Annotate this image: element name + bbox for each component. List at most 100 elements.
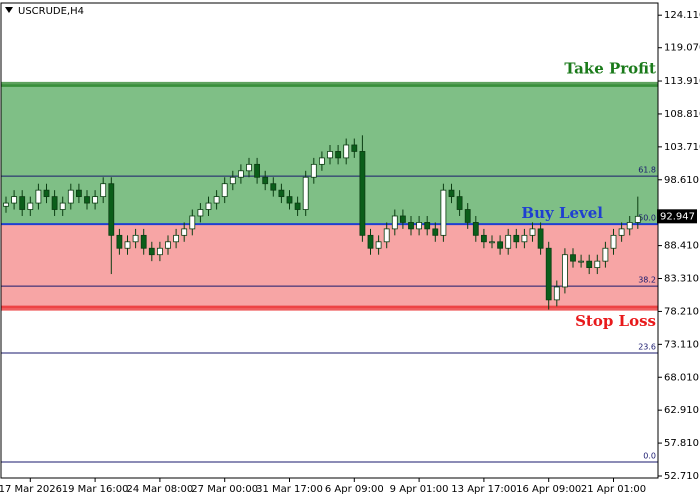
current-price-box [657,209,697,224]
candle-body [472,222,479,236]
candle-body [51,196,58,210]
candle-body [11,196,18,204]
plot-frame [0,2,659,479]
candle-body [59,202,66,210]
chart-title: USCRUDE,H4 [18,6,84,17]
candle-body [84,196,90,204]
candle-body [189,215,196,230]
candle-body [116,234,123,249]
candle-body [456,196,463,210]
candle-body [197,209,204,217]
x-tick-label: 27 Mar 00:00 [191,484,258,495]
candle-body [416,222,423,230]
title-icon [5,7,13,13]
candle-body [278,189,285,198]
fib-label: 0.0 [643,451,656,460]
candle-body [205,202,212,210]
y-tick-label: 57.810 [664,438,699,449]
x-tick-label: 9 Apr 01:00 [390,484,449,495]
x-tick-label: 31 Mar 17:00 [256,484,323,495]
y-tick-label: 98.610 [664,175,699,186]
candle-body [221,183,228,198]
candle-body [181,228,188,236]
take-profit-label: Take Profit [564,59,656,77]
y-tick-label: 83.310 [664,274,699,285]
candle-body [545,247,552,301]
candle-body [570,254,576,262]
candle-body [213,196,220,204]
candle-body [165,241,171,249]
candle-body [489,241,495,244]
y-tick-label: 52.710 [664,471,699,482]
candle-body [294,202,301,210]
candle-body [43,189,50,198]
candle-body [521,234,528,243]
candle-body [399,215,406,223]
candle-body [351,144,358,152]
fib-label: 38.2 [638,276,656,285]
candle-body [408,222,414,230]
candle-body [27,202,34,210]
y-tick-label: 103.710 [664,142,700,153]
candle-body [67,189,74,204]
x-tick-label: 13 Apr 17:00 [451,484,516,495]
candle-body [173,234,180,243]
candle-body [302,176,309,210]
candle-body [626,222,633,230]
candle-body [375,241,382,249]
fib-label: 23.6 [638,343,656,352]
candle-body [513,234,520,243]
candle-body [254,163,261,178]
candle-body [505,234,512,249]
candle-body [108,183,115,236]
buy-level-label: Buy Level [521,204,603,222]
candle-body [3,202,9,207]
candle-body [562,254,568,288]
candle-body [327,151,333,159]
fib-label: 50.0 [638,214,656,223]
candle-body [464,209,471,223]
candle-body [246,163,252,172]
candle-body [76,189,82,198]
candle-body [229,176,236,185]
candle-body [335,151,342,159]
y-tick-label: 113.910 [664,76,700,87]
candle-body [440,189,447,236]
x-tick-label: 19 Mar 16:00 [62,484,129,495]
y-tick-label: 68.010 [664,372,699,383]
candle-body [383,228,390,243]
candle-body [553,286,560,301]
candle-body [19,196,26,210]
candle-body [537,228,544,249]
candle-body [594,260,601,269]
candle-body [610,234,617,249]
candle-body [578,260,584,263]
candle-body [140,234,147,249]
stop-loss-label: Stop Loss [575,312,656,330]
y-tick-label: 119.070 [664,43,700,54]
candle-body [343,144,350,159]
fib-label: 61.8 [638,166,656,175]
candle-body [391,215,398,230]
current-price-label: 92.947 [660,211,695,222]
candle-body [262,176,269,185]
candle-body [432,228,439,236]
candle-body [132,234,139,243]
y-tick-label: 88.410 [664,241,699,252]
candle-body [480,234,487,243]
candle-body [634,215,641,223]
candle-body [270,183,277,191]
candle-body [237,170,244,178]
candle-body [424,222,431,230]
candle-body [286,196,293,204]
candle-body [359,151,366,236]
candle-body [618,228,625,236]
candle-body [100,183,107,198]
candle-body [318,157,325,165]
x-tick-label: 6 Apr 09:00 [325,484,384,495]
x-tick-label: 24 Mar 08:00 [127,484,194,495]
candle-body [497,241,504,249]
candle-body [148,247,155,256]
